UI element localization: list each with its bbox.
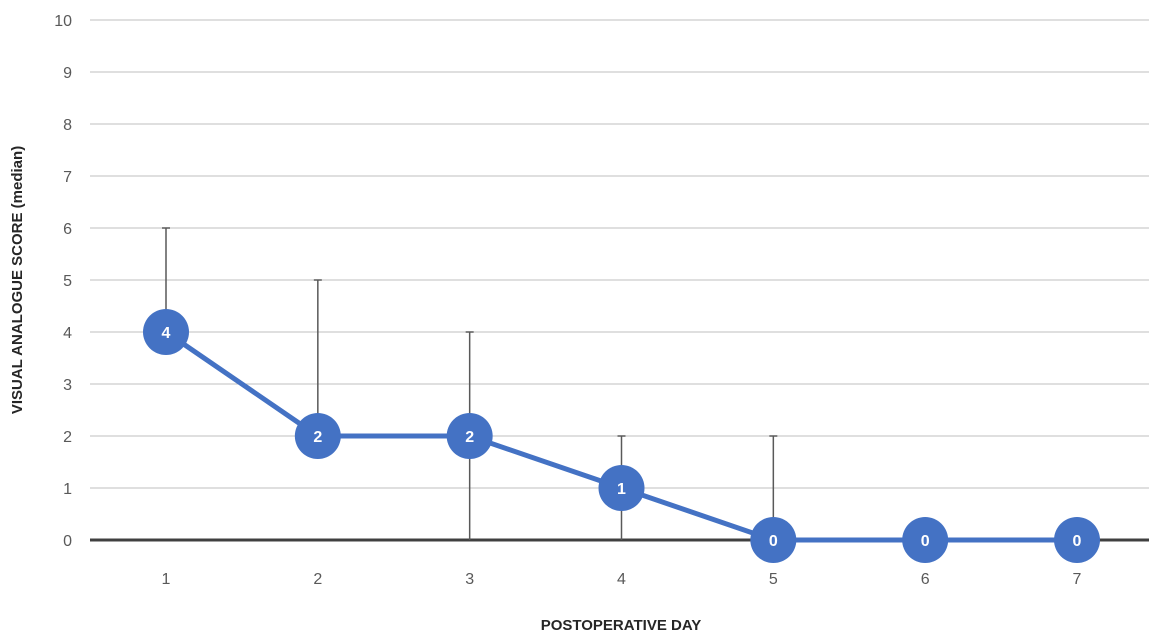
y-axis-title: VISUAL ANALOGUE SCORE (median): [9, 146, 26, 414]
data-point-marker: [446, 413, 493, 459]
y-tick-label: 7: [63, 169, 72, 186]
x-tick-label: 3: [465, 571, 474, 588]
y-tick-label: 10: [54, 13, 72, 30]
x-axis-title: POSTOPERATIVE DAY: [541, 617, 702, 634]
y-tick-label: 1: [63, 481, 72, 498]
x-axis-ticks: 1 2 3 4 5 6 7: [162, 571, 1082, 588]
data-point-label: 2: [465, 429, 474, 446]
data-point-label: 0: [769, 533, 778, 550]
data-point-label: 0: [1073, 533, 1082, 550]
y-tick-label: 9: [63, 65, 72, 82]
x-tick-label: 7: [1073, 571, 1082, 588]
data-point-marker: [143, 309, 189, 355]
x-tick-label: 4: [617, 571, 626, 588]
data-point-label: 2: [313, 429, 322, 446]
y-tick-label: 6: [63, 221, 72, 238]
y-tick-label: 4: [63, 325, 72, 342]
data-point-marker: [902, 517, 949, 563]
y-tick-label: 2: [63, 429, 72, 446]
data-point-label: 0: [921, 533, 930, 550]
x-tick-label: 2: [313, 571, 322, 588]
data-point-label: 4: [162, 325, 171, 342]
data-point-marker: [598, 465, 645, 511]
y-tick-label: 0: [63, 533, 72, 550]
y-tick-label: 5: [63, 273, 72, 290]
data-point-label: 1: [617, 481, 626, 498]
data-point-marker: [1054, 517, 1100, 563]
y-axis-ticks: 0 1 2 3 4 5 6 7 8 9 10: [54, 13, 72, 550]
gridlines: [90, 19, 1149, 542]
y-tick-label: 8: [63, 117, 72, 134]
data-point-marker: [294, 413, 341, 459]
x-tick-label: 5: [769, 571, 778, 588]
data-points: 4 2 2 1 0 0 0: [143, 309, 1100, 563]
data-point-marker: [750, 517, 797, 563]
x-tick-label: 6: [921, 571, 930, 588]
x-tick-label: 1: [162, 571, 171, 588]
y-tick-label: 3: [63, 377, 72, 394]
